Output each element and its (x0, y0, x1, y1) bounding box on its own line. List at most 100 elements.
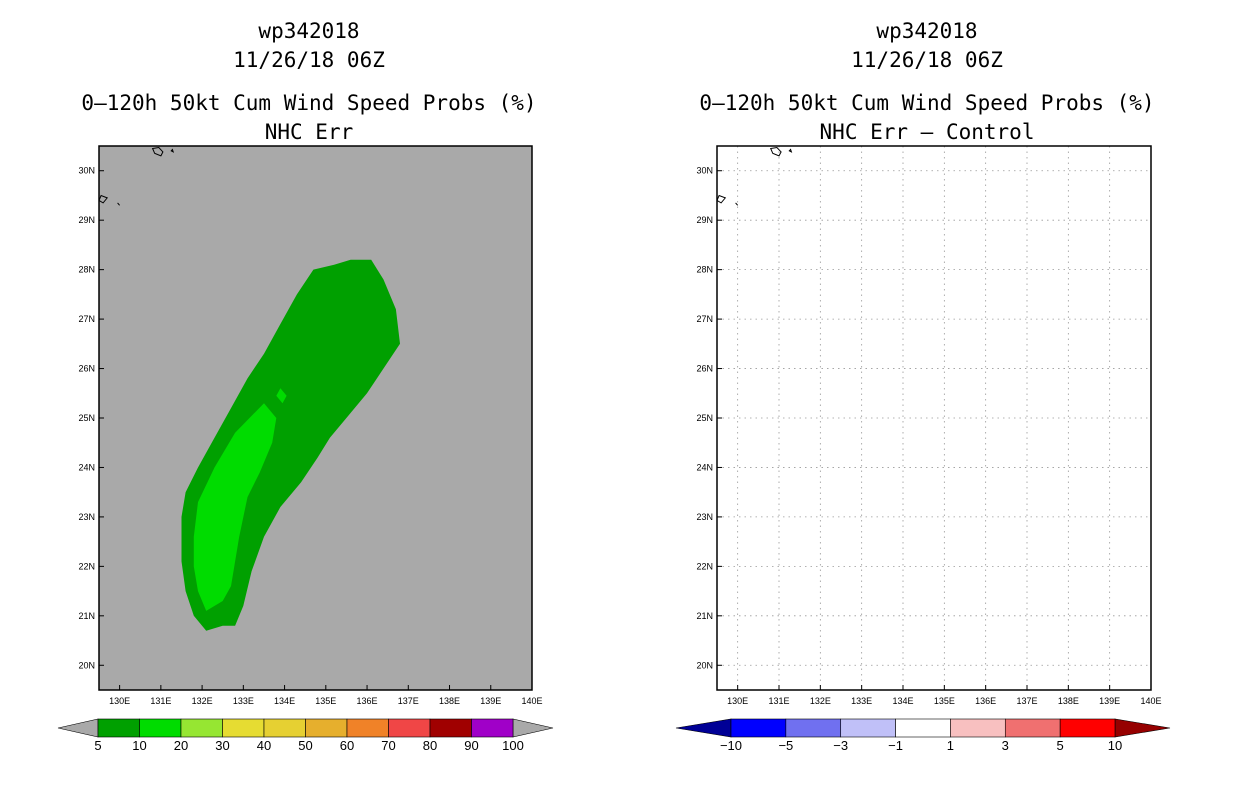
colorbar-high-arrow (512, 718, 554, 738)
x-tick-label-140: 140E (1140, 696, 1161, 706)
y-tick-label-21: 21N (78, 611, 95, 621)
x-tick-label-136: 136E (357, 696, 378, 706)
colorbar-label-3: 30 (215, 738, 229, 753)
colorbar-swatch-4 (950, 718, 1006, 738)
coastline-islet-north-east (788, 148, 793, 153)
coastline-islet-west-small (117, 202, 120, 206)
colorbar-swatch-2 (180, 718, 223, 738)
y-tick-label-30: 30N (78, 166, 95, 176)
colorbar-high-arrow (1114, 718, 1171, 738)
x-tick-label-131: 131E (150, 696, 171, 706)
y-tick-label-26: 26N (696, 364, 713, 374)
y-tick-label-25: 25N (696, 413, 713, 423)
colorbar-label-7: 70 (381, 738, 395, 753)
x-tick-label-133: 133E (851, 696, 872, 706)
y-tick-label-22: 22N (696, 561, 713, 571)
coastline-island-north (151, 146, 164, 157)
right-title-line-1: wp342018 (876, 19, 977, 43)
x-tick-label-133: 133E (233, 696, 254, 706)
x-tick-label-140: 140E (521, 696, 542, 706)
colorbar-swatch-7 (388, 718, 431, 738)
colorbar-swatch-3 (895, 718, 951, 738)
x-tick-label-134: 134E (274, 696, 295, 706)
y-tick-label-23: 23N (78, 512, 95, 522)
colorbar-label-4: 40 (257, 738, 271, 753)
x-tick-label-138: 138E (439, 696, 460, 706)
right-title-line-4: NHC Err – Control (820, 120, 1035, 144)
y-tick-label-20: 20N (696, 660, 713, 670)
colorbar-swatch-5 (305, 718, 348, 738)
coastline-islet-west-small (735, 202, 739, 206)
contour-10pct-2 (276, 388, 287, 404)
colorbar-swatch-2 (840, 718, 896, 738)
y-tick-label-29: 29N (78, 215, 95, 225)
colorbar-swatch-0 (730, 718, 787, 738)
x-tick-label-134: 134E (892, 696, 913, 706)
coastline-islet-west (717, 194, 727, 204)
colorbar-label-5: 3 (1002, 738, 1009, 753)
colorbar-swatch-5 (1004, 718, 1061, 738)
y-tick-label-24: 24N (696, 462, 713, 472)
x-tick-label-136: 136E (975, 696, 996, 706)
colorbar-label-9: 90 (464, 738, 478, 753)
colorbar-swatch-3 (222, 718, 265, 738)
x-tick-label-137: 137E (1016, 696, 1037, 706)
coastline-islet-north-east (170, 148, 175, 153)
x-tick-label-135: 135E (315, 696, 336, 706)
colorbar-swatch-6 (1059, 718, 1116, 738)
x-tick-label-130: 130E (109, 696, 130, 706)
x-tick-label-132: 132E (192, 696, 213, 706)
y-tick-label-25: 25N (78, 413, 95, 423)
colorbar-swatch-8 (429, 718, 472, 738)
left-title-line-3: 0–120h 50kt Cum Wind Speed Probs (%) (81, 91, 536, 115)
colorbar-swatch-6 (346, 718, 389, 738)
colorbar-swatch-1 (785, 718, 842, 738)
colorbar-label-2: 20 (174, 738, 188, 753)
y-tick-label-26: 26N (78, 364, 95, 374)
left-title-line-1: wp342018 (258, 19, 359, 43)
y-tick-label-23: 23N (696, 512, 713, 522)
left-colorbar: 5 10 20 30 40 50 60 70 80 90 100 (57, 718, 554, 753)
x-tick-label-138: 138E (1058, 696, 1079, 706)
colorbar-label-2: −3 (833, 738, 848, 753)
left-title-line-2: 11/26/18 06Z (233, 48, 385, 72)
colorbar-label-3: −1 (888, 738, 903, 753)
right-map-panel: 130E 131E 132E 133E 134E 135E 136E 137E 138E 139E… (696, 145, 1162, 706)
x-tick-label-137: 137E (398, 696, 419, 706)
right-title-line-2: 11/26/18 06Z (851, 48, 1003, 72)
y-tick-label-20: 20N (78, 660, 95, 670)
y-tick-label-27: 27N (78, 314, 95, 324)
y-tick-label-28: 28N (78, 265, 95, 275)
colorbar-label-10: 100 (502, 738, 524, 753)
colorbar-label-1: 10 (132, 738, 146, 753)
x-tick-label-135: 135E (934, 696, 955, 706)
colorbar-label-1: −5 (778, 738, 793, 753)
x-tick-label-131: 131E (768, 696, 789, 706)
left-title-line-4: NHC Err (265, 120, 354, 144)
coastline-islet-west (99, 194, 109, 204)
right-colorbar: −10 −5 −3 −1 1 3 5 10 (675, 718, 1171, 753)
colorbar-swatch-9 (471, 718, 514, 738)
colorbar-swatch-4 (263, 718, 306, 738)
x-tick-label-139: 139E (1099, 696, 1120, 706)
coastline-island-north (769, 146, 782, 157)
colorbar-label-0: −10 (720, 738, 742, 753)
y-tick-label-30: 30N (696, 166, 713, 176)
left-map-panel: 130E 131E 132E 133E 134E 135E 136E 137E 138E 139E… (78, 145, 543, 706)
right-title-line-3: 0–120h 50kt Cum Wind Speed Probs (%) (699, 91, 1154, 115)
x-tick-label-139: 139E (480, 696, 501, 706)
colorbar-swatch-1 (139, 718, 182, 738)
colorbar-label-6: 5 (1057, 738, 1064, 753)
y-tick-label-22: 22N (78, 561, 95, 571)
colorbar-label-7: 10 (1108, 738, 1122, 753)
colorbar-label-4: 1 (947, 738, 954, 753)
contour-10pct-1 (193, 403, 277, 611)
colorbar-low-arrow (675, 718, 732, 738)
y-tick-label-29: 29N (696, 215, 713, 225)
colorbar-label-0: 5 (94, 738, 101, 753)
colorbar-swatch-0 (97, 718, 140, 738)
y-tick-label-28: 28N (696, 265, 713, 275)
colorbar-label-8: 80 (423, 738, 437, 753)
x-tick-label-130: 130E (727, 696, 748, 706)
